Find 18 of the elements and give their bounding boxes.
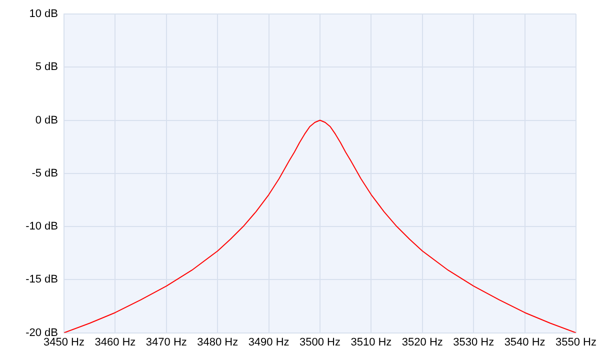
x-tick-label: 3470 Hz: [146, 336, 187, 348]
x-tick-label: 3450 Hz: [44, 336, 84, 348]
x-tick-label: 3490 Hz: [248, 336, 290, 348]
y-tick-label: 0 dB: [35, 114, 58, 126]
x-tick-label: 3510 Hz: [350, 336, 392, 348]
y-tick-label: -10 dB: [26, 220, 58, 233]
x-tick-label: 3540 Hz: [504, 336, 546, 348]
y-tick-label: 10 dB: [29, 8, 58, 20]
x-tick-label: 3530 Hz: [453, 336, 494, 348]
x-tick-label: 3460 Hz: [94, 336, 136, 348]
y-tick-label: 5 dB: [35, 61, 58, 74]
x-tick-label: 3520 Hz: [402, 336, 443, 348]
y-tick-label: -15 dB: [26, 274, 58, 286]
x-tick-label: 3500 Hz: [300, 336, 340, 348]
y-tick-label: -5 dB: [32, 167, 58, 180]
x-tick-label: 3550 Hz: [556, 336, 596, 348]
y-tick-label: -20 dB: [26, 326, 58, 339]
x-tick-label: 3480 Hz: [197, 336, 238, 348]
